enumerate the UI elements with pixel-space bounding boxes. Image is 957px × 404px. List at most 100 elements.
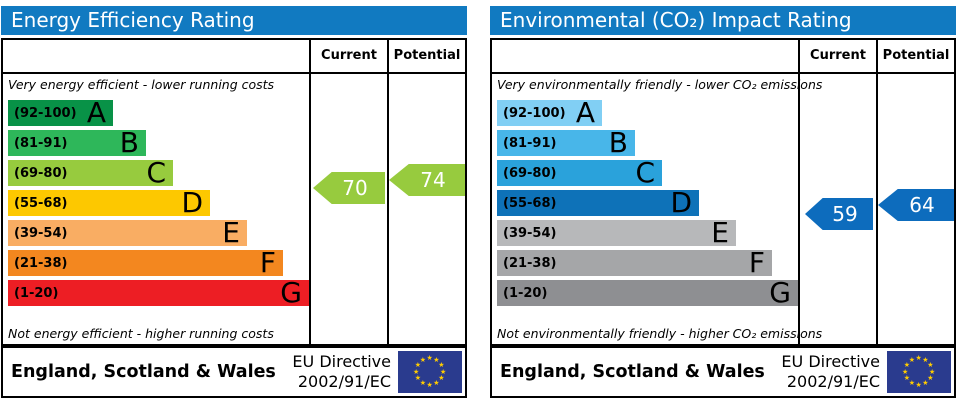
panel-footer: England, Scotland & Wales EU Directive 2… (1, 346, 467, 398)
current-rating-arrow: 59 (805, 198, 873, 230)
eu-star-icon: ★ (903, 374, 911, 383)
rating-band-e: (39-54) E (8, 216, 247, 249)
eu-directive-label: EU Directive 2002/91/EC (292, 352, 391, 391)
rating-band-c: (69-80) C (497, 156, 662, 189)
top-note: Very energy efficient - lower running co… (8, 77, 275, 92)
eu-star-icon: ★ (414, 374, 422, 383)
eu-star-icon: ★ (915, 381, 922, 389)
current-column-header: Current (810, 48, 866, 63)
eu-star-icon: ★ (927, 374, 934, 383)
panel-title: Energy Efficiency Rating (1, 6, 467, 35)
band-letter: D (670, 186, 692, 219)
chart-area: Very environmentally friendly - lower CO… (492, 74, 954, 344)
chart-area: Very energy efficient - lower running co… (3, 74, 465, 344)
rating-band-g: (1-20) G (8, 276, 309, 309)
rating-band-d: (55-68) D (497, 186, 699, 219)
potential-column-header: Potential (882, 48, 950, 63)
band-range-label: (21-38) (14, 255, 68, 271)
eu-star-icon: ★ (426, 354, 433, 362)
band-letter: E (711, 216, 729, 249)
region-label: England, Scotland & Wales (500, 362, 765, 382)
rating-band-b: (81-91) B (8, 126, 146, 159)
rating-table: Current Potential Very energy efficient … (1, 38, 467, 346)
rating-band-b: (81-91) B (497, 129, 635, 157)
epc-panel-energy: Energy Efficiency Rating Current Potenti… (1, 6, 467, 398)
band-range-label: (55-68) (503, 195, 557, 211)
band-range-label: (81-91) (503, 135, 557, 151)
eu-star-icon: ★ (433, 355, 440, 364)
rating-band-d: (55-68) D (8, 189, 210, 217)
column-divider (798, 40, 800, 344)
band-letter: A (86, 96, 106, 129)
eu-star-icon: ★ (438, 374, 445, 383)
panel-footer: England, Scotland & Wales EU Directive 2… (490, 346, 956, 398)
eu-star-icon: ★ (438, 360, 445, 369)
rating-band-f: (21-38) F (8, 246, 283, 279)
eu-star-icon: ★ (419, 355, 427, 364)
rating-bands: (92-100) A (81-91) B (69-80) C (55-68) D (39-54)… (8, 96, 309, 310)
bottom-note: Not energy efficient - higher running co… (8, 326, 274, 341)
band-letter: F (259, 246, 276, 279)
band-range-label: (1-20) (14, 285, 59, 301)
band-range-label: (21-38) (503, 255, 557, 271)
eu-star-icon: ★ (413, 367, 420, 376)
eu-star-icon: ★ (903, 360, 911, 369)
eu-star-icon: ★ (440, 367, 447, 376)
band-range-label: (69-80) (14, 165, 68, 181)
band-letter: C (635, 156, 655, 189)
eu-flag-icon: ★ ★ ★ ★ ★ ★ ★ ★ ★ ★ ★ ★ (887, 351, 951, 393)
potential-rating-arrow: 74 (389, 164, 465, 196)
band-letter: B (119, 126, 139, 159)
region-label: England, Scotland & Wales (11, 362, 276, 382)
column-divider (309, 40, 311, 344)
eu-star-icon: ★ (902, 367, 909, 376)
potential-rating-arrow: 64 (878, 189, 954, 221)
eu-star-icon: ★ (908, 379, 916, 388)
eu-star-icon: ★ (915, 354, 922, 362)
eu-star-icon: ★ (433, 379, 440, 388)
potential-column-header: Potential (393, 48, 461, 63)
band-range-label: (1-20) (503, 285, 548, 301)
band-letter: C (146, 156, 166, 189)
rating-band-g: (1-20) G (497, 276, 798, 309)
band-range-label: (55-68) (14, 195, 68, 211)
eu-directive-label: EU Directive 2002/91/EC (781, 352, 880, 391)
rating-band-e: (39-54) E (497, 216, 736, 249)
rating-band-c: (69-80) C (8, 156, 173, 189)
current-rating-value: 70 (342, 176, 368, 200)
band-letter: E (222, 216, 240, 249)
eu-star-icon: ★ (426, 381, 433, 389)
current-rating-arrow: 70 (313, 172, 385, 204)
band-letter: A (575, 96, 595, 129)
table-header-row (492, 40, 954, 74)
potential-rating-value: 74 (420, 168, 446, 192)
rating-band-a: (92-100) A (8, 96, 113, 129)
eu-star-icon: ★ (927, 360, 934, 369)
band-range-label: (92-100) (503, 105, 566, 121)
bottom-note: Not environmentally friendly - higher CO… (497, 326, 823, 341)
band-range-label: (69-80) (503, 165, 557, 181)
band-range-label: (39-54) (14, 225, 68, 241)
band-letter: F (748, 246, 765, 279)
rating-band-f: (21-38) F (497, 246, 772, 279)
current-rating-value: 59 (832, 202, 858, 226)
band-letter: G (280, 276, 302, 309)
top-note: Very environmentally friendly - lower CO… (497, 77, 823, 92)
column-divider (387, 40, 389, 344)
column-divider (876, 40, 878, 344)
eu-star-icon: ★ (922, 355, 929, 364)
band-range-label: (92-100) (14, 105, 77, 121)
table-header-row (3, 40, 465, 74)
rating-band-a: (92-100) A (497, 96, 602, 129)
rating-bands: (92-100) A (81-91) B (69-80) C (55-68) D (39-54)… (497, 96, 798, 310)
eu-star-icon: ★ (419, 379, 427, 388)
panel-title: Environmental (CO₂) Impact Rating (490, 6, 956, 35)
epc-panel-co2: Environmental (CO₂) Impact Rating Curren… (490, 6, 956, 398)
potential-rating-value: 64 (909, 193, 935, 217)
eu-star-icon: ★ (929, 367, 936, 376)
eu-star-icon: ★ (922, 379, 929, 388)
current-column-header: Current (321, 48, 377, 63)
band-letter: G (769, 276, 791, 309)
band-range-label: (39-54) (503, 225, 557, 241)
eu-star-icon: ★ (414, 360, 422, 369)
